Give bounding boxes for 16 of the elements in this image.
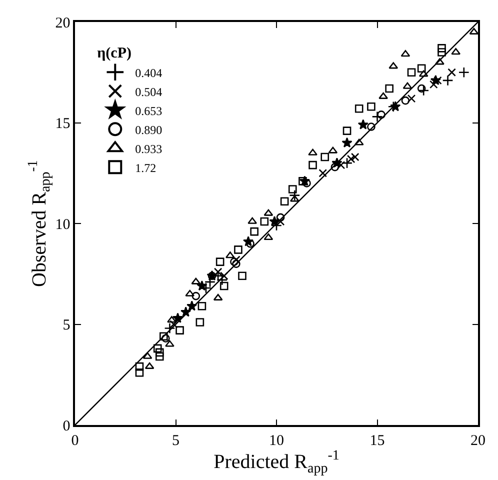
x-tick-label: 15 [370, 432, 385, 449]
x-tick-label: 10 [269, 432, 284, 449]
legend-label: 0.933 [135, 142, 162, 156]
x-tick-label: 20 [470, 432, 486, 449]
legend-label: 1.72 [135, 160, 156, 175]
y-tick-label: 10 [55, 216, 70, 233]
legend-label: 0.504 [135, 84, 162, 99]
legend-label: 0.653 [135, 104, 162, 118]
y-tick-label: 0 [62, 418, 70, 434]
y-tick-label: 15 [55, 116, 70, 132]
legend-title: η(cP) [97, 46, 132, 62]
legend-label: 0.890 [135, 122, 162, 137]
x-tick-label: 5 [172, 432, 180, 449]
y-tick-label: 20 [55, 15, 70, 32]
legend-label: 0.404 [135, 66, 162, 80]
y-tick-label: 5 [62, 318, 70, 334]
